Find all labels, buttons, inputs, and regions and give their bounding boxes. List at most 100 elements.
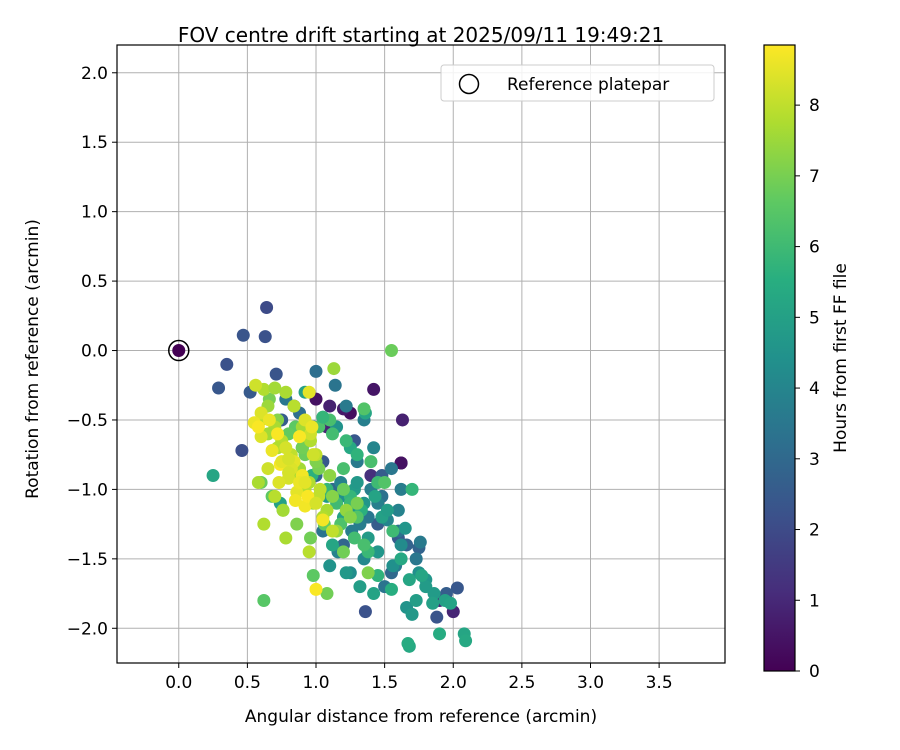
colorbar-tick-label: 6 (809, 238, 820, 258)
data-point (394, 538, 408, 552)
data-point (357, 402, 371, 416)
data-point (325, 427, 339, 441)
data-point (288, 494, 302, 508)
x-tick-label: 2.5 (508, 673, 535, 693)
data-point (401, 637, 415, 651)
data-point (426, 596, 440, 610)
data-point (413, 535, 427, 549)
data-point (306, 569, 320, 583)
colorbar-tick-label: 1 (809, 591, 820, 611)
data-point (430, 610, 444, 624)
data-point (271, 427, 285, 441)
data-point (268, 381, 282, 395)
data-point (350, 496, 364, 510)
x-tick-label: 0.5 (234, 673, 261, 693)
data-point (316, 513, 330, 527)
x-tick-label: 1.5 (371, 673, 398, 693)
x-tick-label: 2.0 (440, 673, 467, 693)
x-tick-label: 1.0 (302, 673, 329, 693)
data-point (328, 378, 342, 392)
data-point (367, 587, 381, 601)
data-point (395, 413, 409, 427)
data-point (309, 496, 323, 510)
data-point (405, 607, 419, 621)
data-point (367, 382, 381, 396)
data-point (290, 517, 304, 531)
data-point (409, 594, 423, 608)
data-point (384, 582, 398, 596)
data-point (282, 466, 296, 480)
data-point (235, 444, 249, 458)
data-point (350, 475, 364, 489)
data-point (325, 524, 339, 538)
y-tick-label: −2.0 (67, 619, 108, 639)
data-point (361, 566, 375, 580)
colorbar-tick-label: 5 (809, 308, 820, 328)
legend-marker-icon (458, 73, 480, 95)
data-point (398, 521, 412, 535)
colorbar: 0 1 2 3 4 5 6 7 8 Hours from first FF file (763, 44, 851, 682)
x-tick-label: 0.0 (165, 673, 192, 693)
data-point (212, 381, 226, 395)
data-point (415, 569, 429, 583)
data-point (394, 482, 408, 496)
data-point (347, 531, 361, 545)
data-point (293, 430, 307, 444)
legend-label: Reference platepar (507, 75, 669, 95)
data-point (309, 582, 323, 596)
y-tick-label: −1.0 (67, 480, 108, 500)
data-point (336, 462, 350, 476)
data-point (272, 475, 286, 489)
data-point (368, 489, 382, 503)
colorbar-label: Hours from first FF file (831, 263, 851, 453)
colorbar-tick-label: 3 (809, 450, 820, 470)
data-point (357, 538, 371, 552)
data-point (236, 328, 250, 342)
y-tick-label: 1.0 (81, 203, 108, 223)
data-point (260, 300, 274, 314)
x-tick-label: 3.0 (577, 673, 604, 693)
data-point (323, 469, 337, 483)
data-point (262, 413, 276, 427)
data-point (313, 482, 327, 496)
y-tick-label: 0.0 (81, 342, 108, 362)
colorbar-ticks: 0 1 2 3 4 5 6 7 8 (795, 96, 820, 682)
data-point (306, 448, 320, 462)
data-point (409, 552, 423, 566)
y-tick-label: 2.0 (81, 64, 108, 84)
colorbar-fill (763, 44, 796, 672)
data-point (327, 362, 341, 376)
colorbar-tick-label: 0 (809, 662, 820, 682)
data-point (268, 489, 282, 503)
data-point (257, 517, 271, 531)
data-point (251, 420, 265, 434)
data-point (304, 531, 318, 545)
data-point (350, 448, 364, 462)
data-point (320, 587, 334, 601)
chart-title: FOV centre drift starting at 2025/09/11 … (178, 23, 664, 47)
data-point (269, 367, 283, 381)
data-point (384, 344, 398, 358)
y-axis-label: Rotation from reference (arcmin) (23, 219, 43, 499)
y-tick-label: −1.5 (67, 550, 108, 570)
reference-point (172, 344, 186, 358)
plot-frame (116, 44, 726, 664)
data-point (402, 573, 416, 587)
data-point (287, 399, 301, 413)
data-point (265, 444, 279, 458)
data-point (220, 357, 234, 371)
data-point (394, 456, 408, 470)
data-point (459, 634, 473, 648)
colorbar-tick-label: 4 (809, 379, 820, 399)
data-point (302, 385, 316, 399)
data-point (364, 455, 378, 469)
x-axis-label: Angular distance from reference (arcmin) (245, 707, 597, 727)
colorbar-tick-label: 2 (809, 521, 820, 541)
data-point (339, 399, 353, 413)
y-tick-label: 0.5 (81, 272, 108, 292)
data-point (371, 545, 385, 559)
data-point (391, 503, 405, 517)
x-tick-label: 3.5 (646, 673, 673, 693)
data-point (257, 594, 271, 608)
